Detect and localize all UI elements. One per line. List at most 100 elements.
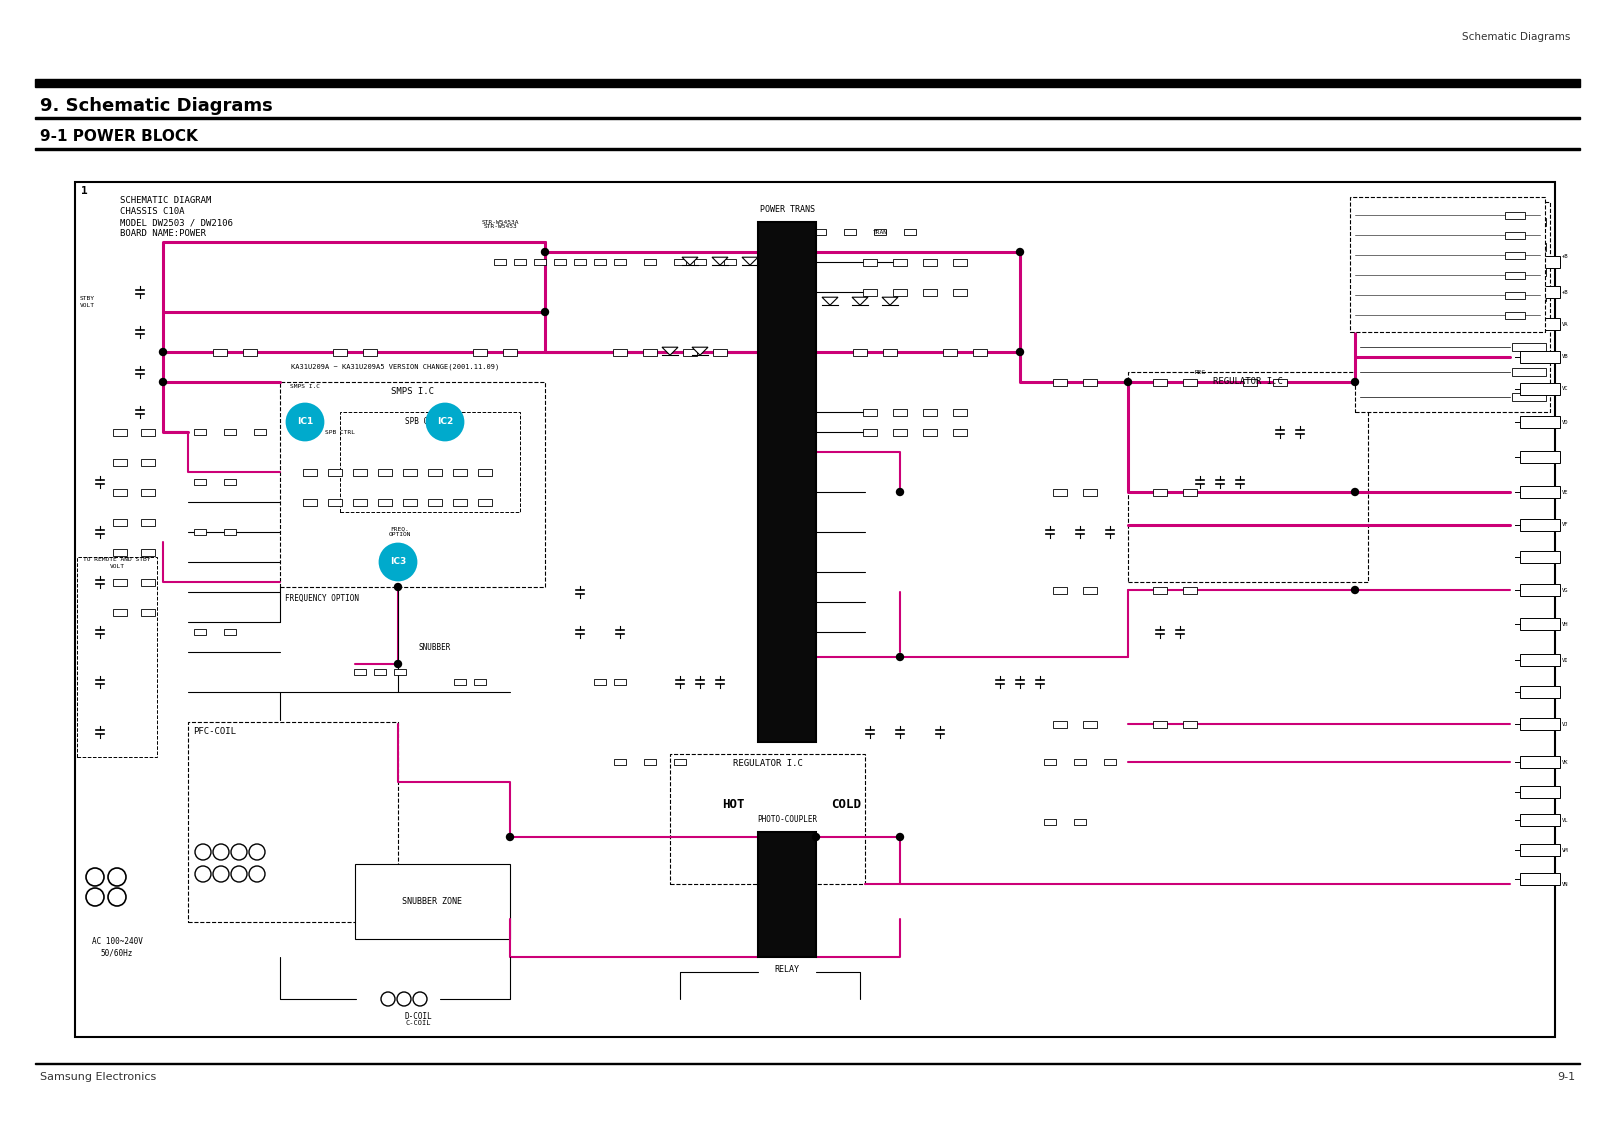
Bar [363, 349, 378, 355]
Bar [1053, 378, 1067, 386]
Bar [474, 679, 486, 685]
Bar [114, 578, 126, 585]
Text: SNUBBER: SNUBBER [419, 643, 451, 652]
Bar [1083, 586, 1098, 593]
Bar [35, 117, 1581, 119]
Bar [378, 498, 392, 506]
Text: C-COIL: C-COIL [405, 1020, 430, 1026]
Text: STBY
VOLT: STBY VOLT [80, 297, 94, 308]
Bar [454, 679, 466, 685]
Bar [923, 258, 938, 266]
Polygon shape [712, 257, 728, 265]
Text: TO REMOTE AND STBY
VOLT: TO REMOTE AND STBY VOLT [83, 557, 150, 568]
Text: IC1: IC1 [298, 418, 314, 427]
Bar [224, 629, 237, 635]
Circle shape [213, 866, 229, 882]
Bar [723, 259, 736, 265]
Bar [862, 429, 877, 436]
Bar [354, 669, 366, 675]
Bar [893, 429, 907, 436]
Bar [514, 259, 526, 265]
Bar [189, 722, 398, 921]
Text: VB: VB [1562, 354, 1568, 360]
Bar [328, 498, 342, 506]
Bar [1506, 292, 1525, 299]
Bar [1512, 368, 1546, 376]
Circle shape [213, 844, 229, 860]
Bar [254, 429, 266, 435]
Text: SMPS I.C: SMPS I.C [390, 387, 434, 396]
Bar [923, 429, 938, 436]
Bar [194, 629, 206, 635]
Bar [643, 259, 656, 265]
Bar [114, 429, 126, 436]
Bar [224, 529, 237, 535]
Bar [194, 479, 206, 484]
Bar [574, 259, 586, 265]
Circle shape [250, 844, 266, 860]
Text: BOARD NAME:POWER: BOARD NAME:POWER [120, 229, 206, 238]
Circle shape [230, 866, 246, 882]
Text: AC 100~240V
50/60Hz: AC 100~240V 50/60Hz [91, 936, 142, 958]
Bar [1512, 218, 1546, 226]
Bar [1520, 786, 1560, 798]
Bar [1520, 451, 1560, 463]
Bar [1154, 378, 1166, 386]
Bar [1520, 873, 1560, 885]
Bar [1520, 383, 1560, 395]
Bar [643, 758, 656, 765]
Bar [75, 182, 1555, 1037]
Bar [643, 349, 658, 355]
Text: FREQ.
OPTION: FREQ. OPTION [389, 526, 411, 538]
Circle shape [1352, 378, 1358, 386]
Bar [1520, 718, 1560, 730]
Circle shape [507, 833, 514, 840]
Bar [853, 349, 867, 355]
Bar [883, 349, 898, 355]
Text: SPB CONTROL: SPB CONTROL [405, 417, 456, 426]
Circle shape [160, 349, 166, 355]
Bar [114, 609, 126, 616]
Circle shape [395, 660, 402, 668]
Bar [1512, 318, 1546, 326]
Bar [923, 409, 938, 415]
Bar [1053, 586, 1067, 593]
Bar [1520, 286, 1560, 298]
Text: +B: +B [1562, 290, 1568, 294]
Circle shape [1125, 378, 1131, 386]
Bar [453, 469, 467, 475]
Polygon shape [851, 298, 867, 306]
Circle shape [896, 653, 904, 660]
Text: STR-W5453A: STR-W5453A [482, 220, 518, 224]
Bar [1520, 844, 1560, 856]
Bar [1520, 415, 1560, 428]
Text: VE: VE [1562, 489, 1568, 495]
Circle shape [1016, 249, 1024, 256]
Bar [1506, 251, 1525, 258]
Bar [243, 349, 258, 355]
Bar [403, 498, 418, 506]
Bar [1182, 489, 1197, 496]
Bar [1506, 232, 1525, 239]
Text: CHASSIS C10A: CHASSIS C10A [120, 207, 184, 216]
Bar [114, 518, 126, 525]
Bar [1043, 758, 1056, 765]
Bar [954, 258, 966, 266]
Circle shape [286, 404, 323, 440]
Bar [1104, 758, 1117, 765]
Circle shape [109, 887, 126, 906]
Text: SMPS I.C: SMPS I.C [290, 385, 320, 389]
Text: Schematic Diagrams: Schematic Diagrams [1462, 32, 1570, 42]
Bar [1512, 293, 1546, 301]
Circle shape [381, 992, 395, 1006]
Bar [141, 609, 155, 616]
Circle shape [896, 833, 904, 840]
Bar [554, 259, 566, 265]
Bar [403, 469, 418, 475]
Text: VC: VC [1562, 386, 1568, 392]
Text: VG: VG [1562, 588, 1568, 592]
Circle shape [230, 844, 246, 860]
Bar [374, 669, 386, 675]
Text: 1: 1 [82, 186, 88, 196]
Bar [1043, 818, 1056, 825]
